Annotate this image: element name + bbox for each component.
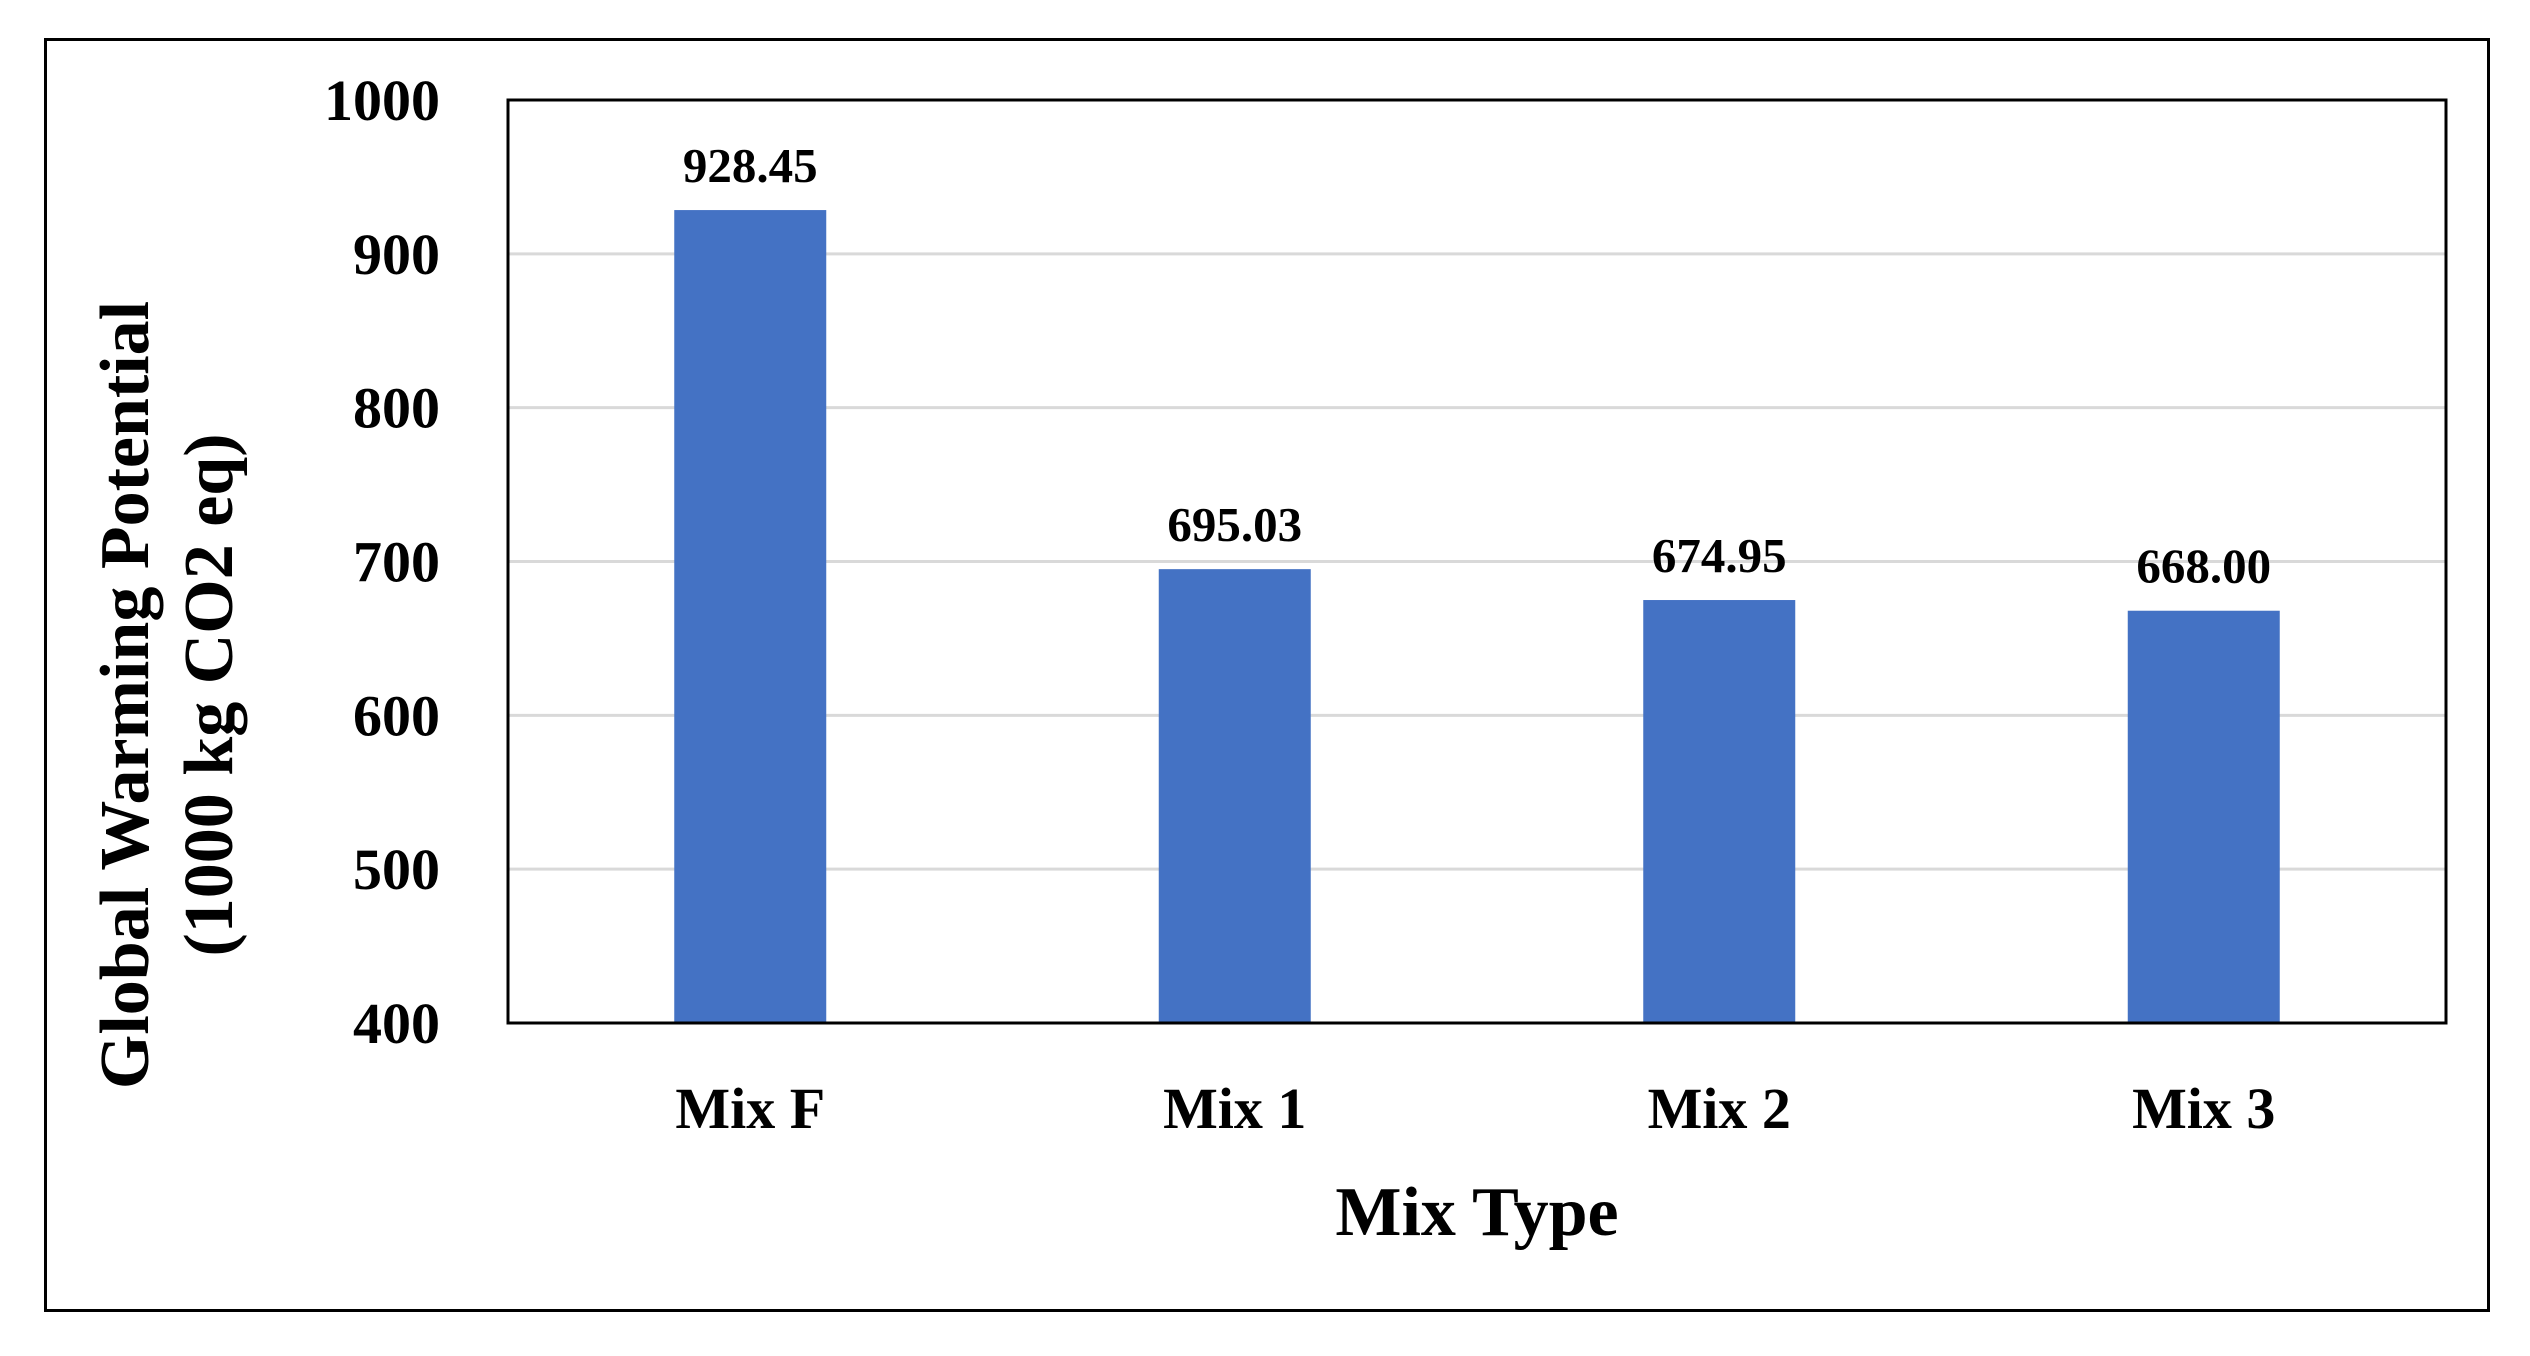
- y-tick-label: 500: [353, 837, 440, 902]
- x-axis-title: Mix Type: [1335, 1174, 1618, 1251]
- bar-mix-2: [1643, 600, 1796, 1023]
- data-label: 695.03: [1167, 497, 1302, 552]
- bar-mix-3: [2127, 610, 2280, 1023]
- bars: [674, 210, 2280, 1023]
- y-axis-title-line2: (1000 kg CO2 eq): [171, 433, 248, 956]
- data-label: 668.00: [2136, 539, 2271, 594]
- bar-mix-1: [1158, 569, 1311, 1023]
- y-tick-labels: 400 500 600 700 800 900 1000: [324, 68, 440, 1056]
- x-category-labels: Mix F Mix 1 Mix 2 Mix 3: [675, 1076, 2275, 1141]
- y-axis-title: Global Warming Potential (1000 kg CO2 eq…: [87, 301, 248, 1089]
- x-category-label: Mix F: [675, 1076, 825, 1141]
- data-label: 928.45: [683, 138, 818, 193]
- plot-area: [506, 98, 2448, 1025]
- x-category-label: Mix 1: [1163, 1076, 1306, 1141]
- y-tick-label: 1000: [324, 68, 440, 133]
- data-labels: 928.45 695.03 674.95 668.00: [683, 138, 2271, 594]
- x-category-label: Mix 3: [2132, 1076, 2275, 1141]
- x-category-label: Mix 2: [1648, 1076, 1791, 1141]
- y-axis-title-line1: Global Warming Potential: [87, 301, 164, 1089]
- y-tick-label: 800: [353, 376, 440, 441]
- y-tick-label: 900: [353, 222, 440, 287]
- data-label: 674.95: [1652, 528, 1787, 583]
- y-tick-label: 700: [353, 530, 440, 595]
- bar-mix-f: [674, 210, 827, 1023]
- y-tick-label: 600: [353, 683, 440, 748]
- gridlines: [508, 252, 2446, 871]
- y-tick-label: 400: [353, 991, 440, 1056]
